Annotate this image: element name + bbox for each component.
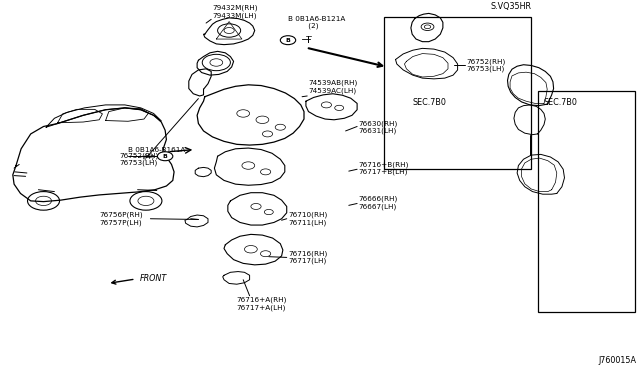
Text: S.VQ35HR: S.VQ35HR	[490, 2, 531, 11]
Text: 76752(RH)
76753(LH): 76752(RH) 76753(LH)	[119, 152, 158, 166]
Bar	[538, 91, 635, 312]
Text: 76752(RH)
76753(LH): 76752(RH) 76753(LH)	[466, 58, 505, 72]
Text: 76716+A(RH)
76717+A(LH): 76716+A(RH) 76717+A(LH)	[237, 297, 287, 311]
Bar	[384, 17, 531, 169]
Circle shape	[280, 36, 296, 45]
Text: J760015A: J760015A	[599, 356, 637, 365]
Text: 76756P(RH)
76757P(LH): 76756P(RH) 76757P(LH)	[99, 212, 143, 226]
Text: 79432M(RH)
79433M(LH): 79432M(RH) 79433M(LH)	[212, 4, 258, 19]
Text: FRONT: FRONT	[140, 274, 167, 283]
Text: 76666(RH)
76667(LH): 76666(RH) 76667(LH)	[358, 196, 397, 210]
Text: 76630(RH)
76631(LH): 76630(RH) 76631(LH)	[358, 120, 397, 134]
Text: SEC.7B0: SEC.7B0	[413, 98, 447, 107]
Text: B 0B1A6-B121A
         (2): B 0B1A6-B121A (2)	[288, 16, 346, 29]
Text: 74539AB(RH)
74539AC(LH): 74539AB(RH) 74539AC(LH)	[308, 80, 358, 94]
Text: B: B	[285, 38, 291, 43]
Text: B: B	[163, 154, 168, 159]
Text: 76716(RH)
76717(LH): 76716(RH) 76717(LH)	[288, 250, 327, 264]
Text: SEC.7B0: SEC.7B0	[544, 98, 578, 107]
Text: 76716+B(RH)
76717+B(LH): 76716+B(RH) 76717+B(LH)	[358, 161, 409, 175]
Text: B 0B1A6-B161A
       (4): B 0B1A6-B161A (4)	[128, 147, 186, 160]
Circle shape	[157, 152, 173, 161]
Text: 76710(RH)
76711(LH): 76710(RH) 76711(LH)	[288, 212, 327, 226]
